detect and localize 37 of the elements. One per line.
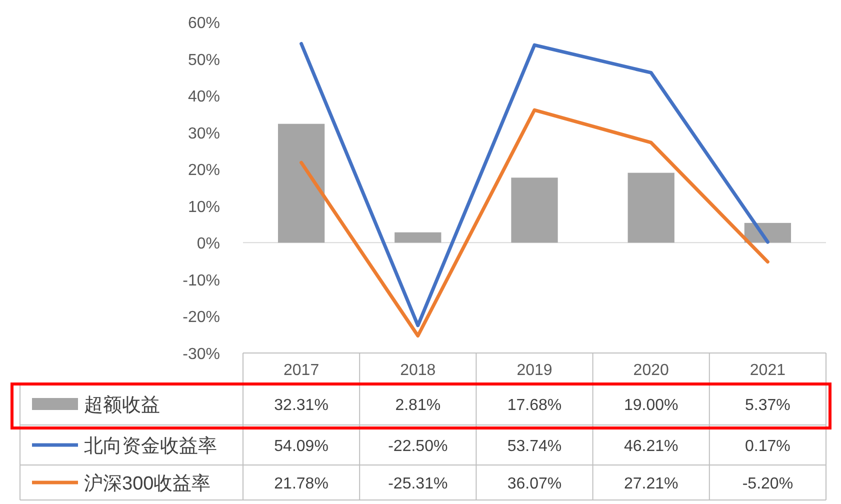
y-tick-label: 20% (188, 162, 220, 180)
y-tick-label: -20% (182, 309, 220, 326)
y-tick-label: 60% (188, 15, 220, 32)
bar (628, 172, 674, 243)
data-label: 27.21% (624, 476, 678, 492)
x-tick-label: 2021 (750, 362, 786, 379)
data-label: -25.31% (388, 476, 448, 492)
legend-label: 超额收益 (84, 394, 160, 416)
y-tick-label: -10% (182, 272, 220, 290)
data-label: 46.21% (624, 438, 678, 455)
x-tick-label: 2018 (400, 362, 436, 379)
data-label: 2.81% (395, 397, 441, 414)
bar (394, 232, 442, 243)
bar (511, 178, 558, 243)
legend-label: 北向资金收益率 (84, 435, 217, 457)
data-label: 0.17% (745, 438, 790, 455)
data-label: 32.31% (274, 397, 328, 414)
data-label: -5.20% (742, 476, 794, 492)
data-label: 53.74% (507, 438, 562, 455)
y-tick-label: 50% (188, 52, 220, 69)
data-label: -22.50% (388, 438, 448, 455)
x-tick-label: 2020 (633, 362, 669, 379)
data-label: 5.37% (745, 397, 790, 414)
legend-label: 沪深300收益率 (84, 472, 211, 494)
y-tick-label: 0% (196, 236, 220, 253)
y-tick-label: 30% (188, 125, 220, 142)
y-tick-label: 40% (188, 88, 220, 106)
x-tick-label: 2017 (284, 362, 320, 379)
data-label: 21.78% (274, 476, 328, 492)
y-tick-label: 10% (188, 198, 220, 216)
data-label: 17.68% (507, 397, 562, 414)
data-label: 36.07% (507, 476, 562, 492)
x-tick-label: 2019 (516, 362, 552, 379)
y-tick-label: -30% (182, 346, 220, 363)
data-label: 19.00% (624, 397, 678, 414)
data-label: 54.09% (274, 438, 328, 455)
bar (278, 124, 325, 243)
